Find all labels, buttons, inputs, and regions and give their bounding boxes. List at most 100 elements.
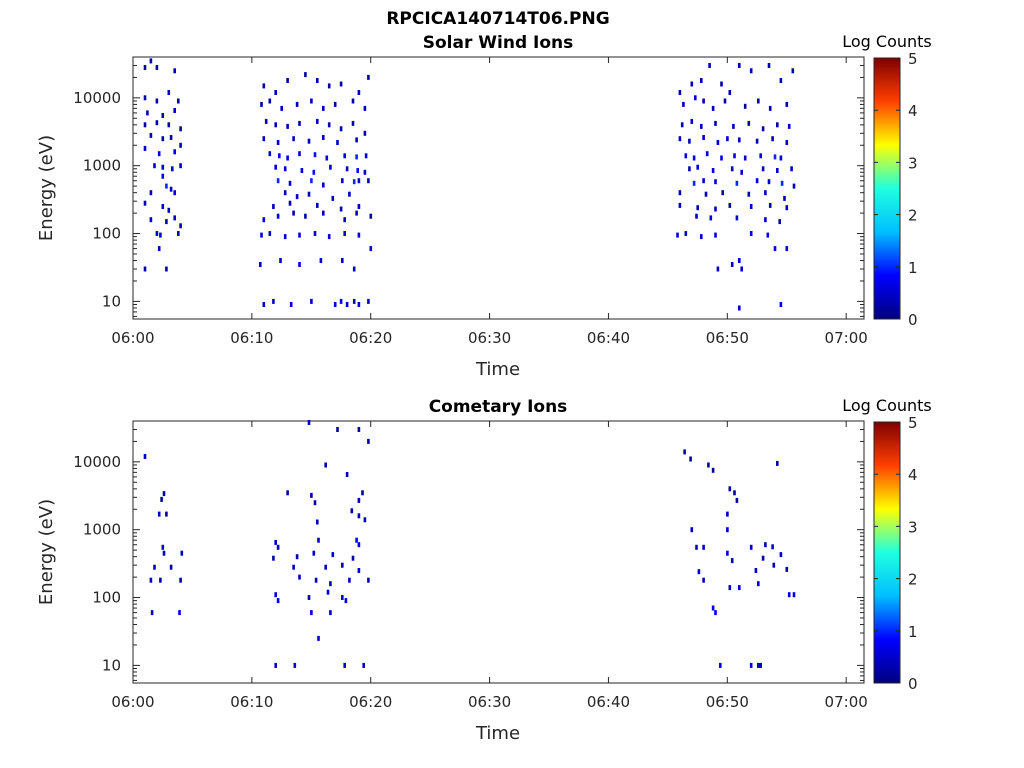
y-tick-label: 100 [92, 589, 121, 607]
data-cell [307, 595, 311, 600]
data-cell [160, 496, 163, 502]
data-cell [326, 589, 330, 595]
data-cell [357, 568, 361, 573]
data-cell [352, 179, 356, 185]
solar-wind-panel: Solar Wind Ions 06:00 06:10 06:20 06:30 06:4… [36, 32, 932, 380]
data-cell [721, 190, 724, 196]
x-tick-label: 06:00 [111, 329, 154, 347]
data-cell [730, 262, 734, 267]
data-cell [339, 81, 343, 87]
data-cell [714, 206, 717, 212]
data-cell [167, 207, 171, 213]
data-cell [295, 194, 299, 200]
colorbar-tick-label: 2 [908, 571, 918, 589]
data-cell [778, 219, 781, 225]
data-cell [711, 168, 715, 173]
data-cell [690, 527, 694, 533]
data-cell [766, 232, 770, 238]
data-cell [764, 190, 767, 196]
data-cell [274, 122, 277, 128]
data-cell [711, 105, 715, 111]
data-cell [159, 232, 162, 238]
data-cell [726, 550, 729, 556]
data-cell [367, 74, 370, 80]
data-cell [362, 662, 365, 668]
data-cell [149, 190, 153, 196]
data-cell [324, 564, 327, 570]
data-cell [779, 78, 783, 83]
data-cell [333, 101, 337, 107]
data-cell [720, 81, 723, 87]
data-cell [143, 145, 147, 151]
data-cell [776, 460, 779, 466]
data-cell [322, 135, 325, 140]
data-cell [757, 662, 760, 668]
data-cell [754, 568, 758, 573]
data-cell [692, 155, 696, 161]
data-cell [728, 585, 732, 591]
data-cell [345, 472, 349, 477]
data-cell [143, 65, 147, 70]
data-cell [316, 519, 319, 525]
data-cell [292, 564, 295, 570]
data-cell [783, 195, 786, 201]
data-cell [735, 215, 739, 221]
data-cell [785, 101, 789, 107]
data-cell [143, 266, 147, 272]
data-cell [733, 153, 736, 159]
data-cell [776, 168, 779, 173]
data-cell [331, 552, 335, 558]
data-cell [310, 98, 313, 104]
data-cell [716, 266, 720, 272]
panel-title-cometary: Cometary Ions [429, 397, 568, 417]
data-cell [709, 215, 713, 221]
data-cell [264, 118, 268, 124]
data-cell [367, 298, 370, 304]
data-cell [761, 126, 765, 132]
data-cell [343, 217, 346, 223]
data-cell [276, 178, 280, 184]
x-tick-label: 06:30 [468, 693, 511, 711]
data-cell [757, 98, 760, 104]
data-cell [276, 140, 280, 145]
data-cell [352, 298, 356, 304]
x-tick-label: 06:30 [468, 329, 511, 347]
data-cell [714, 120, 717, 126]
data-cell [286, 123, 289, 129]
data-cell [773, 154, 777, 160]
data-cell [179, 223, 182, 229]
data-cell [711, 605, 715, 611]
y-axis-label: Energy (eV) [36, 135, 57, 241]
data-cell [363, 105, 367, 111]
data-cell [310, 178, 313, 184]
data-cell [357, 232, 361, 238]
data-cell [357, 513, 361, 519]
data-cell [173, 190, 176, 196]
data-cell [759, 153, 762, 159]
data-cell [696, 164, 699, 170]
data-cell [759, 662, 762, 668]
data-cell [179, 142, 182, 148]
data-cell [341, 258, 344, 263]
data-cell [312, 550, 316, 556]
data-cell [314, 577, 318, 583]
x-tick-label: 06:40 [587, 329, 630, 347]
data-cell [738, 63, 741, 68]
data-cell [791, 68, 795, 74]
data-cell [700, 78, 703, 83]
data-cell [761, 166, 765, 172]
data-cell [307, 420, 311, 425]
data-cell [173, 215, 176, 221]
data-cell [329, 164, 332, 170]
data-cell [336, 140, 339, 145]
data-cell [689, 456, 692, 462]
data-cell [313, 231, 317, 236]
data-cell [351, 98, 355, 104]
y-tick-label: 1000 [83, 157, 121, 175]
data-cell [288, 180, 292, 186]
data-cell [316, 118, 319, 124]
x-tick-label: 07:00 [825, 693, 868, 711]
x-tick-label: 06:10 [230, 329, 273, 347]
data-cell [272, 555, 275, 561]
data-cell [331, 195, 335, 201]
